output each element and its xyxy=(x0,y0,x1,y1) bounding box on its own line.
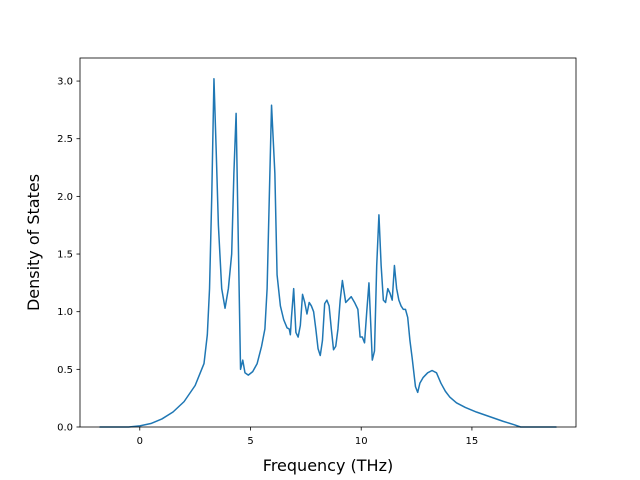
x-axis: 0 5 10 15 xyxy=(137,427,479,447)
dos-series-line xyxy=(99,78,557,428)
y-tick-label: 3.0 xyxy=(57,77,73,88)
x-axis-label: Frequency (THz) xyxy=(263,456,393,475)
x-tick-label: 15 xyxy=(466,436,479,447)
y-tick-label: 2.0 xyxy=(57,192,73,203)
y-axis-label: Density of States xyxy=(24,174,43,311)
y-tick-label: 2.5 xyxy=(57,134,73,145)
x-tick-label: 0 xyxy=(137,436,143,447)
x-tick-label: 10 xyxy=(355,436,368,447)
y-tick-label: 0.0 xyxy=(57,423,73,434)
y-tick-label: 1.0 xyxy=(57,307,73,318)
y-tick-label: 1.5 xyxy=(57,250,73,261)
axes-frame xyxy=(79,57,577,428)
y-axis: 0.0 0.5 1.0 1.5 2.0 2.5 3.0 xyxy=(57,77,80,434)
y-tick-label: 0.5 xyxy=(57,365,73,376)
x-tick-label: 5 xyxy=(247,436,253,447)
plot-area xyxy=(99,78,557,428)
